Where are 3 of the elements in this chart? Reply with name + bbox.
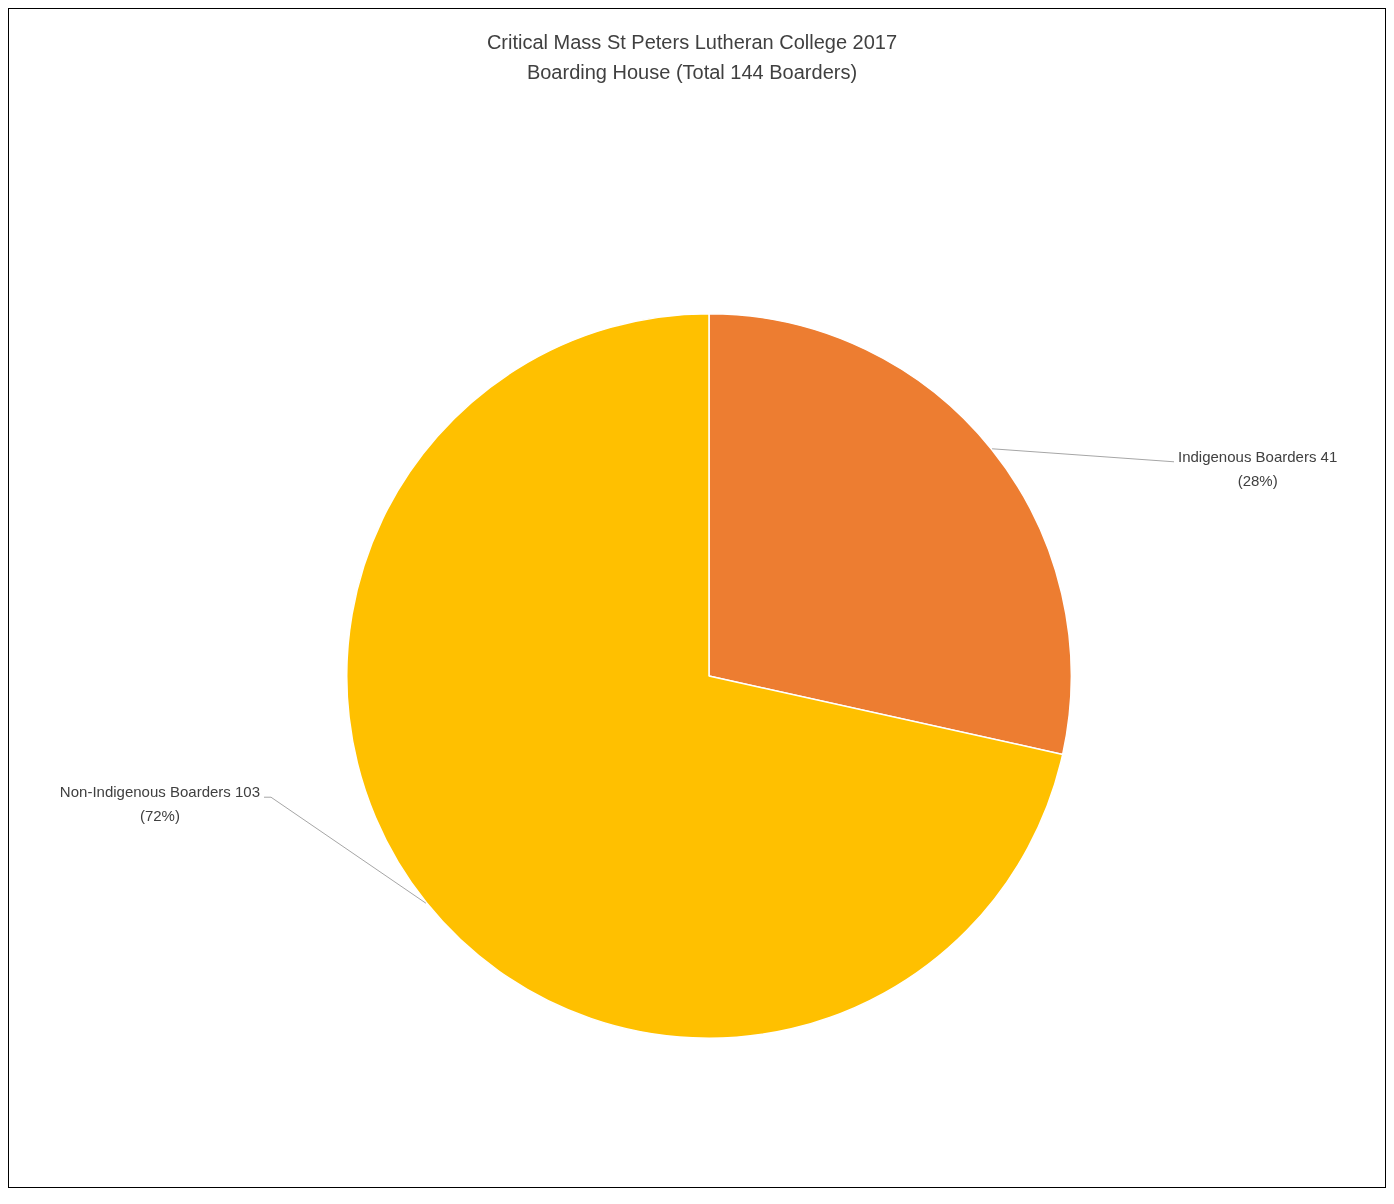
slice-label: Non-Indigenous Boarders 103 (72%) bbox=[59, 783, 261, 825]
slice-label: Indigenous Boarders 41 (28%) bbox=[1178, 447, 1338, 489]
chart-title: Critical Mass St Peters Lutheran College 2017 Boarding House (Total 144 Boarders) bbox=[486, 30, 898, 83]
